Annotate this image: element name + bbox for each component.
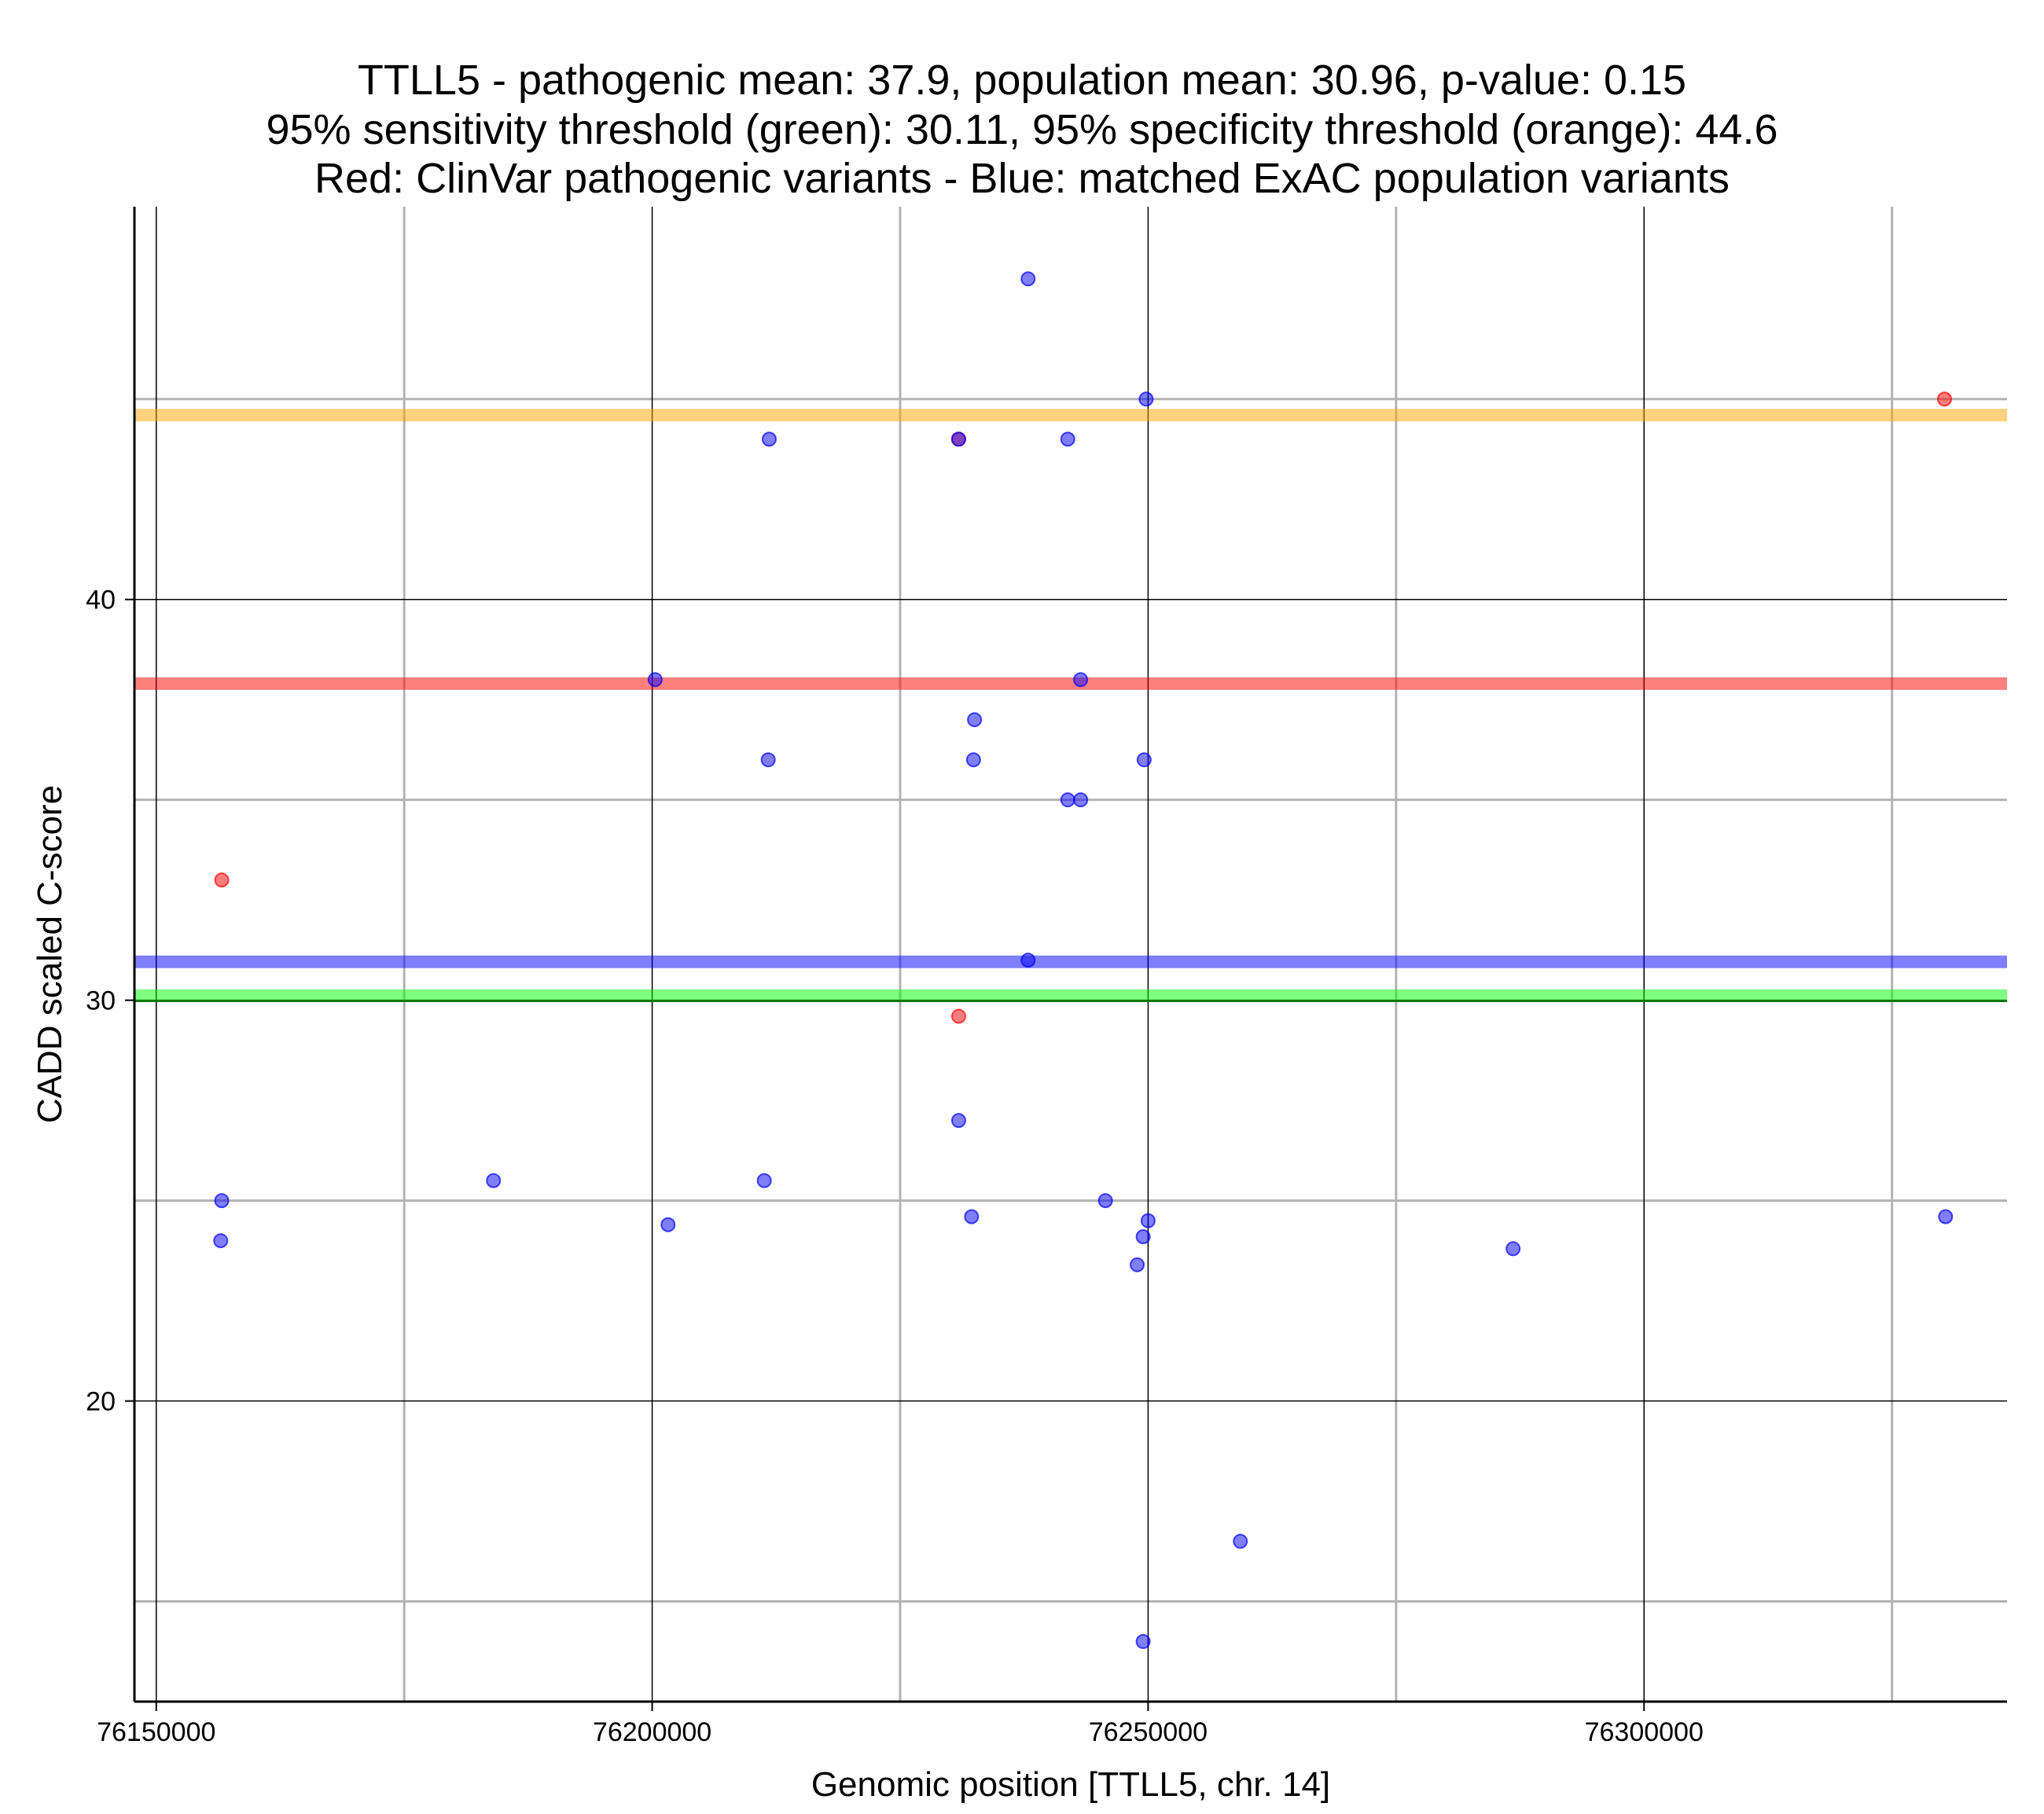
population-point bbox=[1233, 1533, 1248, 1549]
population-point bbox=[1073, 792, 1089, 808]
x-tick-label: 76300000 bbox=[1585, 1717, 1704, 1747]
population-point bbox=[1020, 271, 1036, 287]
population-point bbox=[1136, 752, 1152, 768]
data-points bbox=[213, 271, 1954, 1650]
population-point bbox=[486, 1173, 502, 1188]
population-point bbox=[1060, 792, 1075, 808]
population-point bbox=[660, 1217, 676, 1232]
chart-title-line-2: 95% sensitivity threshold (green): 30.11… bbox=[266, 106, 1778, 153]
pathogenic-point bbox=[1937, 391, 1953, 407]
population-point bbox=[1097, 1193, 1113, 1209]
population-point bbox=[761, 431, 777, 447]
y-tick-label: 40 bbox=[86, 586, 116, 615]
population-point bbox=[1140, 1213, 1156, 1228]
population-point bbox=[1138, 391, 1154, 407]
y-axis-title: CADD scaled C-score bbox=[31, 785, 69, 1123]
pathogenic-point bbox=[950, 1008, 966, 1024]
population-point bbox=[760, 752, 776, 768]
y-tick-label: 30 bbox=[86, 986, 116, 1016]
population-point bbox=[950, 431, 966, 447]
population-point bbox=[965, 752, 981, 768]
population-point bbox=[967, 712, 983, 728]
x-tick-label: 76200000 bbox=[593, 1717, 711, 1747]
chart-title-line-1: TTLL5 - pathogenic mean: 37.9, populatio… bbox=[357, 57, 1687, 104]
x-tick-label: 76150000 bbox=[97, 1717, 215, 1747]
population-point bbox=[1135, 1228, 1151, 1244]
population-point bbox=[213, 1233, 229, 1249]
pathogenic-point bbox=[214, 872, 230, 888]
tick-labels: 76150000 76200000 76250000 76300000 20 30 40 bbox=[86, 586, 1704, 1747]
population-point bbox=[647, 672, 663, 688]
population-point bbox=[1060, 431, 1075, 447]
chart-title-line-3: Red: ClinVar pathogenic variants - Blue:… bbox=[314, 155, 1730, 202]
population-point bbox=[964, 1209, 980, 1225]
population-point bbox=[1505, 1241, 1521, 1257]
grid-layer bbox=[134, 207, 2007, 1702]
population-point bbox=[1938, 1209, 1954, 1225]
population-point bbox=[1130, 1257, 1145, 1272]
x-axis-title: Genomic position [TTLL5, chr. 14] bbox=[811, 1765, 1330, 1804]
population-point bbox=[214, 1193, 230, 1209]
x-tick-label: 76250000 bbox=[1089, 1717, 1208, 1747]
threshold-lines bbox=[134, 409, 2007, 1003]
population-point bbox=[756, 1173, 772, 1188]
population-point bbox=[1020, 953, 1036, 968]
y-tick-label: 20 bbox=[86, 1387, 116, 1417]
population-point bbox=[1135, 1634, 1151, 1650]
axes bbox=[133, 207, 2007, 1703]
population-point bbox=[1073, 672, 1089, 688]
population-point bbox=[950, 1113, 966, 1129]
